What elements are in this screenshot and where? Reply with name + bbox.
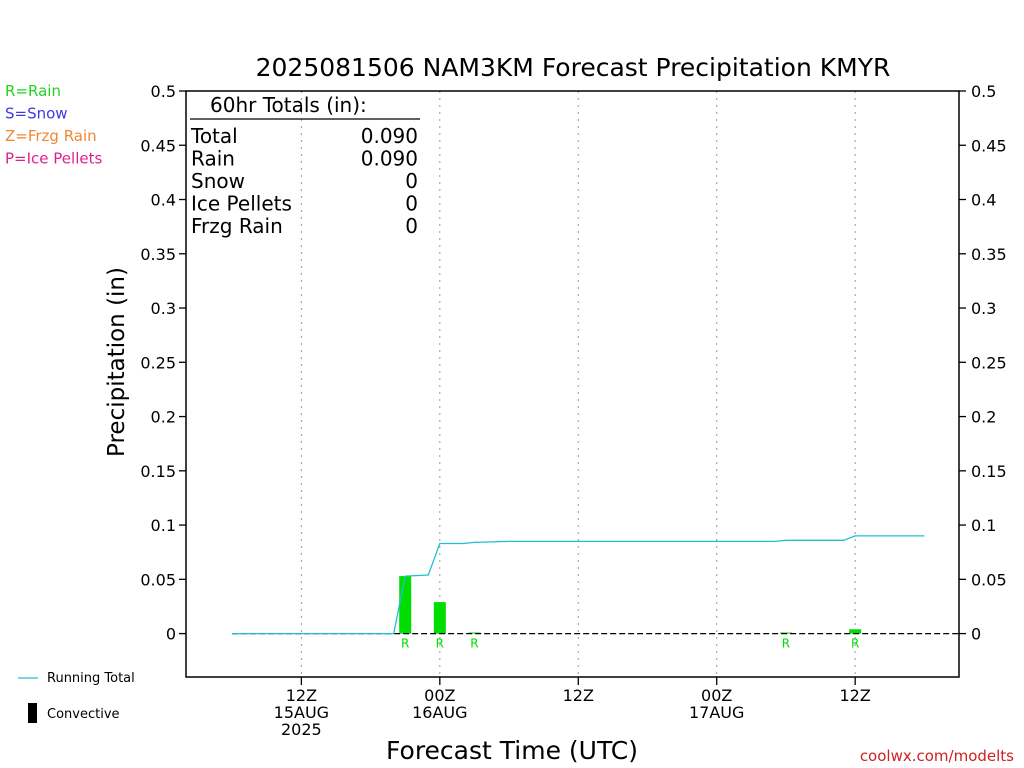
convective-legend-label: Convective — [47, 707, 120, 722]
precip-type-label: R — [851, 637, 859, 651]
precip-type-label: R — [470, 637, 478, 651]
y-tick-label-right: 0.35 — [971, 245, 1007, 264]
totals-value: 0.090 — [361, 147, 418, 171]
totals-label: Total — [190, 124, 238, 148]
precip-bar — [849, 629, 862, 634]
y-tick-label: 0.35 — [140, 245, 176, 264]
precip-type-legend-entry: P=Ice Pellets — [5, 150, 102, 168]
precip-type-legend-entry: R=Rain — [5, 82, 61, 100]
y-tick-label-right: 0.5 — [971, 82, 996, 101]
y-tick-label-right: 0.45 — [971, 136, 1007, 155]
x-tick-label: 15AUG — [274, 703, 329, 722]
y-tick-label-right: 0.4 — [971, 191, 996, 210]
y-tick-label: 0.4 — [151, 191, 176, 210]
series-legend: Running Total Convective — [18, 671, 135, 723]
y-tick-label-right: 0.25 — [971, 353, 1007, 372]
x-tick-label: 12Z — [563, 686, 594, 705]
precip-bars — [399, 576, 862, 634]
x-axis-label: Forecast Time (UTC) — [386, 736, 638, 765]
precip-bar — [399, 576, 412, 634]
y-axis-label: Precipitation (in) — [104, 267, 130, 457]
convective-legend-swatch — [28, 703, 37, 723]
precip-type-label: R — [782, 637, 790, 651]
x-tick-label: 12Z — [840, 686, 871, 705]
y-tick-label: 0.15 — [140, 462, 176, 481]
totals-box: 60hr Totals (in): Total 0.090 Rain 0.090 Sno… — [190, 93, 420, 238]
totals-label: Ice Pellets — [191, 192, 292, 216]
totals-label: Frzg Rain — [191, 214, 283, 238]
y-tick-label: 0.05 — [140, 570, 176, 589]
plot-frame — [185, 90, 960, 678]
totals-heading: 60hr Totals (in): — [210, 93, 367, 117]
y-axis-right: 0 0.05 0.1 0.15 0.2 0.25 0.3 0.35 0.4 0.45 0.5 — [959, 82, 1007, 644]
y-tick-label-right: 0.15 — [971, 462, 1007, 481]
running-total-line — [232, 535, 925, 635]
y-tick-label-right: 0.3 — [971, 299, 996, 318]
y-tick-label: 0.5 — [151, 82, 176, 101]
y-tick-label-right: 0 — [971, 625, 981, 644]
precip-type-legend: R=Rain S=Snow Z=Frzg Rain P=Ice Pellets — [5, 82, 102, 168]
watermark: coolwx.com/modelts — [860, 747, 1014, 765]
totals-label: Rain — [191, 147, 235, 171]
y-tick-label-right: 0.1 — [971, 516, 996, 535]
totals-value: 0 — [405, 214, 418, 238]
y-tick-label: 0.2 — [151, 408, 176, 427]
running-total-legend-label: Running Total — [47, 671, 135, 686]
grid-lines — [300, 91, 856, 677]
precip-type-label: R — [436, 637, 444, 651]
y-tick-label: 0.1 — [151, 516, 176, 535]
y-axis-left: 0 0.05 0.1 0.15 0.2 0.25 0.3 0.35 0.4 0.45 0.5 — [140, 82, 186, 644]
totals-label: Snow — [191, 169, 245, 193]
x-tick-label: 00Z — [424, 686, 455, 705]
precip-bar — [433, 602, 446, 634]
y-tick-label-right: 0.05 — [971, 570, 1007, 589]
y-tick-label: 0.45 — [140, 136, 176, 155]
y-tick-label: 0.25 — [140, 353, 176, 372]
precip-type-legend-entry: S=Snow — [5, 105, 68, 123]
x-tick-label: 00Z — [701, 686, 732, 705]
x-tick-label: 16AUG — [412, 703, 467, 722]
precip-type-legend-entry: Z=Frzg Rain — [5, 127, 97, 145]
precip-bar — [468, 632, 481, 634]
y-tick-label: 0 — [166, 625, 176, 644]
x-tick-label: 2025 — [281, 720, 322, 739]
precip-type-label: R — [401, 637, 409, 651]
y-tick-label: 0.3 — [151, 299, 176, 318]
x-tick-label: 12Z — [286, 686, 317, 705]
x-tick-label: 17AUG — [689, 703, 744, 722]
totals-value: 0.090 — [361, 124, 418, 148]
totals-value: 0 — [405, 192, 418, 216]
y-tick-label-right: 0.2 — [971, 408, 996, 427]
totals-value: 0 — [405, 169, 418, 193]
chart-title: 2025081506 NAM3KM Forecast Precipitation… — [256, 53, 891, 82]
